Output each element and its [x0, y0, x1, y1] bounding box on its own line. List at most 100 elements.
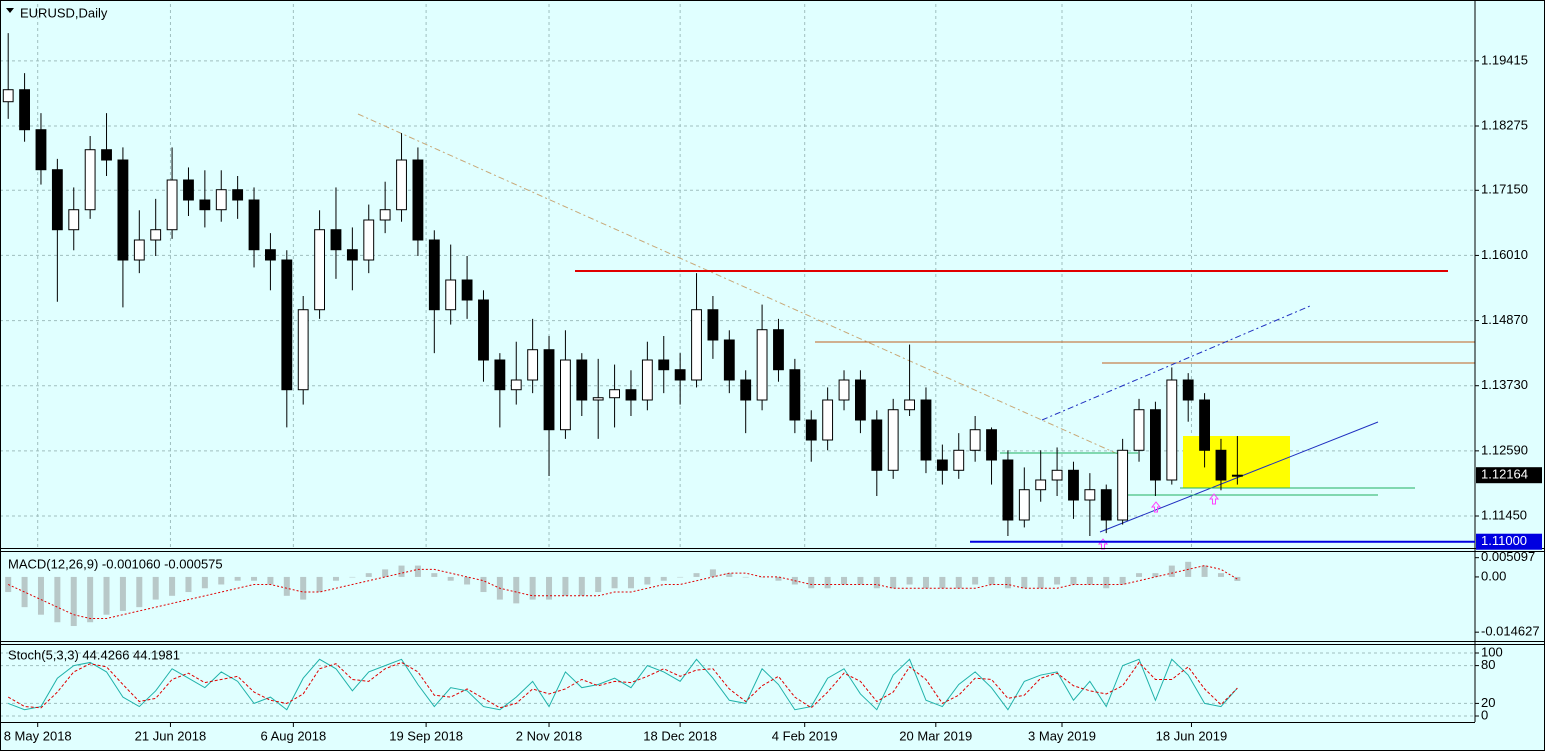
- drawings: [357, 113, 1475, 550]
- arrow: [1097, 538, 1109, 550]
- candle-body: [871, 419, 883, 471]
- candle-body: [1018, 489, 1030, 521]
- macd-bar: [906, 576, 913, 585]
- candle-body: [1051, 469, 1063, 481]
- macd-bar: [595, 576, 602, 593]
- macd-bar: [1136, 573, 1143, 577]
- x-tick-label: 2 Nov 2018: [516, 728, 583, 743]
- candle-body: [609, 389, 621, 399]
- macd-bar: [152, 576, 159, 600]
- macd-bar: [414, 565, 421, 577]
- macd-bar: [1103, 576, 1110, 589]
- candle-body: [215, 189, 227, 211]
- y-tick-label: 1.14870: [1481, 312, 1528, 327]
- stoch-title: Stoch(5,3,3) 44.4266 44.1981: [8, 647, 180, 662]
- candle-body: [855, 379, 866, 421]
- menu-triangle: [6, 8, 14, 13]
- macd-bar: [1086, 576, 1093, 585]
- candle-body: [986, 429, 997, 461]
- y-tick-label: 1.16010: [1481, 247, 1528, 262]
- macd-bar: [972, 576, 979, 585]
- candle-body: [281, 259, 293, 391]
- candle-body: [723, 339, 735, 381]
- candle-body: [1035, 479, 1047, 491]
- y-tick-label: 1.19415: [1481, 52, 1528, 67]
- candle-body: [2, 89, 14, 103]
- x-tick-label: 18 Jun 2019: [1156, 728, 1228, 743]
- candle-body: [133, 239, 145, 261]
- candle-body: [297, 309, 309, 391]
- candle-body: [248, 199, 260, 251]
- candle-body: [363, 219, 375, 261]
- candle-body: [412, 159, 424, 241]
- candle-body: [445, 279, 457, 311]
- macd-bar: [1234, 576, 1241, 581]
- macd-bar: [87, 576, 94, 623]
- macd-bar: [464, 576, 471, 585]
- y-tick-label: 80: [1481, 657, 1495, 672]
- trend-line: [357, 113, 1121, 456]
- candle-body: [494, 359, 506, 391]
- candle-body: [117, 159, 129, 261]
- macd-bar: [1119, 576, 1126, 585]
- macd-bar: [431, 573, 438, 577]
- macd-bar: [316, 576, 323, 593]
- macd-bar: [349, 576, 356, 578]
- candle-body: [1084, 489, 1096, 501]
- signal-line: [7, 565, 1238, 619]
- macd-bar: [742, 576, 749, 578]
- candle-body: [1068, 469, 1079, 501]
- candle-body: [904, 399, 916, 411]
- candle-body: [1133, 409, 1145, 451]
- candle-body: [1231, 474, 1243, 477]
- candle-body: [805, 419, 817, 441]
- macd-bar: [218, 576, 225, 585]
- macd-bar: [939, 576, 946, 589]
- candle-body: [969, 429, 981, 451]
- candle-body: [166, 179, 178, 231]
- candle-body: [527, 349, 539, 381]
- macd-bar: [70, 576, 77, 627]
- macd-bar: [382, 569, 389, 577]
- macd-bar: [677, 576, 684, 578]
- y-tick-label: 0.005097: [1481, 549, 1535, 564]
- candle-body: [641, 359, 653, 401]
- candle-body: [379, 209, 391, 221]
- macd-bar: [300, 576, 307, 600]
- candle-body: [658, 359, 670, 371]
- y-tick-label: 1.12590: [1481, 442, 1528, 457]
- candle-body: [838, 379, 850, 401]
- y-tick-label: 20: [1481, 695, 1495, 710]
- macd-bar: [1217, 573, 1224, 577]
- arrow: [1150, 501, 1162, 513]
- candle-body: [1199, 399, 1210, 451]
- current-price-box: [1476, 467, 1542, 484]
- candle-body: [592, 397, 604, 401]
- macd-bar: [480, 576, 487, 593]
- candle-body: [789, 369, 801, 421]
- x-tick-label: 21 Jun 2018: [135, 728, 207, 743]
- candle-body: [1166, 379, 1178, 481]
- y-tick-label: 1.18275: [1481, 117, 1528, 132]
- support-trend-line: [1099, 421, 1379, 533]
- candle-body: [330, 229, 342, 251]
- macd-bar: [21, 576, 28, 608]
- macd-bar: [644, 576, 651, 585]
- candle-body: [674, 369, 686, 381]
- macd-bar: [890, 576, 897, 589]
- macd-bar: [611, 576, 618, 589]
- candle-body: [510, 379, 522, 391]
- macd-bar: [857, 576, 864, 585]
- y-tick-label: 1.13730: [1481, 377, 1528, 392]
- y-tick-label: 0: [1481, 707, 1488, 722]
- candle-body: [740, 379, 752, 401]
- candle-body: [1182, 379, 1194, 401]
- macd-bar: [660, 576, 667, 581]
- stoch-k-line: [8, 658, 1238, 711]
- macd-bar: [1037, 576, 1044, 589]
- candle-body: [887, 409, 899, 471]
- candle-body: [920, 399, 932, 461]
- candle-body: [691, 309, 702, 381]
